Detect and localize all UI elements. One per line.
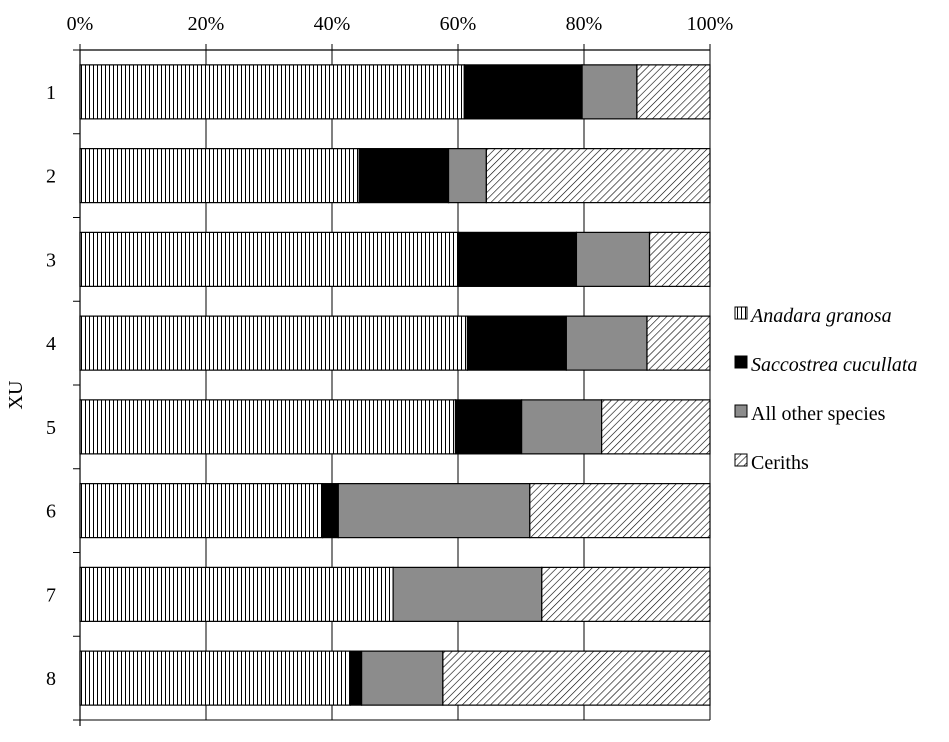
legend-label-2: All other species	[751, 403, 886, 425]
bar-1-series-1	[463, 64, 583, 120]
bar-7-series-2	[392, 566, 543, 622]
bar-6-series-0	[79, 483, 324, 539]
bars	[79, 64, 711, 706]
legend-swatch-0	[734, 306, 748, 320]
bar-3-series-0	[79, 231, 460, 287]
bar-1-series-0	[79, 64, 465, 120]
y-tick-label-6: 6	[46, 501, 56, 523]
bar-4-series-3	[646, 315, 711, 371]
x-tick-label-5: 100%	[687, 13, 734, 35]
bar-5-series-2	[521, 399, 603, 455]
bar-7-series-0	[79, 566, 394, 622]
bar-4-series-0	[79, 315, 469, 371]
y-tick-label-1: 1	[46, 82, 56, 104]
y-tick-label-7: 7	[46, 584, 56, 606]
bar-6-series-2	[337, 483, 531, 539]
bar-8-series-0	[79, 650, 351, 706]
bar-1-series-3	[636, 64, 711, 120]
bar-2-series-2	[447, 148, 487, 204]
bar-3-series-2	[575, 231, 651, 287]
x-tick-label-4: 80%	[566, 13, 603, 35]
bar-2-series-3	[485, 148, 711, 204]
bar-2-series-1	[358, 148, 450, 204]
bar-4-series-1	[466, 315, 567, 371]
y-tick-label-8: 8	[46, 668, 56, 690]
bar-6-series-1	[321, 483, 339, 539]
bar-3-series-1	[458, 231, 578, 287]
x-tick-label-1: 20%	[188, 13, 225, 35]
bar-8-series-2	[361, 650, 444, 706]
legend-label-3: Ceriths	[751, 452, 809, 474]
bar-8-series-3	[442, 650, 711, 706]
bar-2-series-0	[79, 148, 360, 204]
bar-7-series-3	[541, 566, 711, 622]
legend-swatch-1	[734, 355, 748, 369]
bar-5-series-0	[79, 399, 457, 455]
y-tick-label-2: 2	[46, 166, 56, 188]
y-tick-label-3: 3	[46, 249, 56, 271]
x-tick-label-3: 60%	[440, 13, 477, 35]
y-tick-label-5: 5	[46, 417, 56, 439]
bar-5-series-3	[601, 399, 711, 455]
legend-swatch-3	[734, 453, 748, 467]
axes	[73, 44, 711, 726]
bar-8-series-1	[349, 650, 363, 706]
bar-6-series-3	[529, 483, 711, 539]
x-tick-label-0: 0%	[67, 13, 94, 35]
tick-labels: 0% 20% 40% 60% 80% 100% 1 2 3 4 5 6 7 8	[46, 13, 733, 690]
bar-5-series-1	[454, 399, 523, 455]
y-tick-label-4: 4	[46, 333, 56, 355]
legend-swatch-2	[734, 404, 748, 418]
bar-3-series-3	[648, 231, 711, 287]
legend: Anadara granosa Saccostrea cucullata All o…	[734, 305, 917, 474]
legend-label-0: Anadara granosa	[749, 305, 892, 327]
x-tick-label-2: 40%	[314, 13, 351, 35]
y-axis-title: XU	[5, 380, 27, 409]
bar-1-series-2	[581, 64, 638, 120]
bar-4-series-2	[565, 315, 648, 371]
legend-label-1: Saccostrea cucullata	[751, 354, 917, 376]
